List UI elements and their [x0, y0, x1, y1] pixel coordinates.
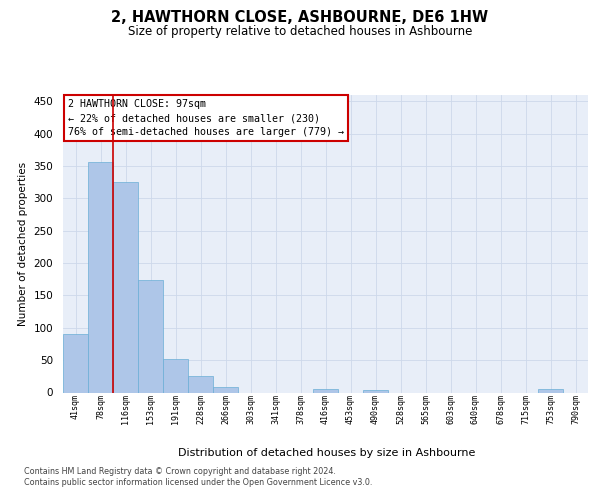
Text: Distribution of detached houses by size in Ashbourne: Distribution of detached houses by size …	[178, 448, 476, 458]
Y-axis label: Number of detached properties: Number of detached properties	[18, 162, 28, 326]
Bar	[313, 390, 338, 392]
Text: 2, HAWTHORN CLOSE, ASHBOURNE, DE6 1HW: 2, HAWTHORN CLOSE, ASHBOURNE, DE6 1HW	[112, 10, 488, 25]
Bar	[88, 162, 113, 392]
Text: Contains HM Land Registry data © Crown copyright and database right 2024.
Contai: Contains HM Land Registry data © Crown c…	[24, 468, 373, 487]
Text: Size of property relative to detached houses in Ashbourne: Size of property relative to detached ho…	[128, 25, 472, 38]
Bar	[213, 388, 238, 392]
Text: 2 HAWTHORN CLOSE: 97sqm
← 22% of detached houses are smaller (230)
76% of semi-d: 2 HAWTHORN CLOSE: 97sqm ← 22% of detache…	[68, 100, 344, 138]
Bar	[138, 280, 163, 392]
Bar	[363, 390, 388, 392]
Bar	[188, 376, 213, 392]
Bar	[538, 390, 563, 392]
Bar	[113, 182, 138, 392]
Bar	[63, 334, 88, 392]
Bar	[163, 359, 188, 392]
